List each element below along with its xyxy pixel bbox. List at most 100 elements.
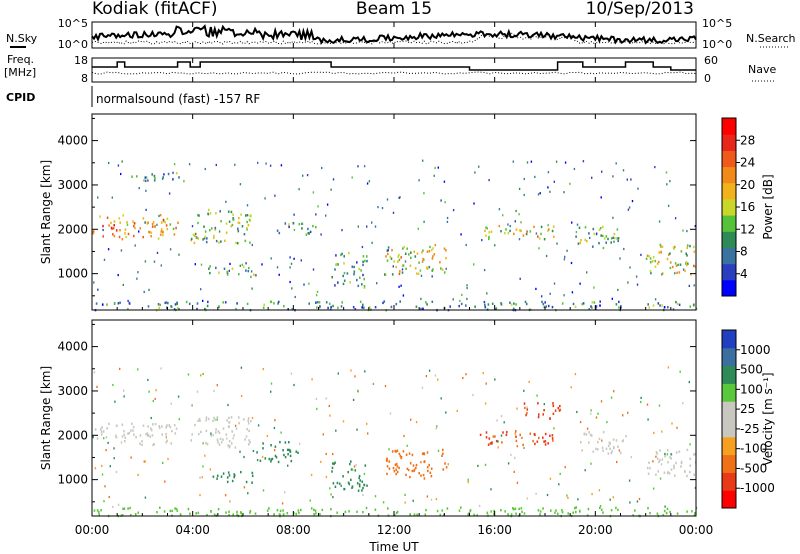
power-echo-region (276, 221, 317, 236)
echo-point (522, 443, 524, 447)
echo-point (583, 433, 586, 436)
echo-point (540, 225, 543, 229)
echo-point (422, 257, 424, 261)
echo-point (114, 434, 117, 437)
power-echo-region (92, 213, 179, 241)
echo-point (605, 447, 608, 450)
echo-point (519, 277, 521, 280)
echo-point (276, 509, 279, 512)
echo-point (571, 221, 573, 224)
echo-point (164, 221, 166, 224)
echo-point (278, 231, 281, 235)
echo-point (362, 260, 364, 263)
echo-point (362, 255, 365, 258)
echo-point (314, 509, 317, 512)
colorbar-cell (722, 118, 736, 135)
echo-point (325, 301, 328, 304)
echo-point (206, 513, 208, 517)
echo-point (351, 176, 353, 179)
echo-point (567, 512, 569, 515)
echo-point (391, 273, 394, 276)
echo-point (235, 241, 237, 245)
echo-point (127, 507, 129, 510)
echo-point (657, 302, 660, 305)
echo-point (102, 430, 105, 433)
echo-point (473, 263, 475, 266)
echo-point (485, 436, 488, 439)
echo-point (445, 257, 447, 260)
echo-point (396, 449, 399, 452)
echo-point (430, 475, 433, 478)
echo-point (137, 473, 139, 476)
echo-point (167, 457, 169, 461)
echo-point (423, 220, 425, 223)
echo-point (363, 306, 365, 309)
echo-point (127, 432, 129, 435)
echo-point (262, 489, 265, 492)
echo-point (572, 302, 575, 306)
echo-point (270, 390, 272, 393)
echo-point (420, 474, 422, 477)
echo-point (419, 269, 422, 272)
echo-point (244, 438, 246, 441)
echo-point (673, 474, 676, 477)
echo-point (133, 433, 135, 436)
echo-point (247, 224, 250, 227)
echo-point (542, 302, 545, 306)
echo-point (395, 462, 398, 466)
echo-point (542, 507, 544, 510)
echo-point (526, 161, 529, 164)
echo-point (124, 228, 127, 231)
echo-point (120, 172, 122, 176)
echo-point (529, 432, 532, 435)
echo-point (105, 449, 107, 452)
echo-point (552, 412, 555, 415)
echo-point (325, 475, 328, 479)
echo-point (628, 206, 631, 209)
echo-point (218, 241, 220, 244)
echo-point (166, 217, 169, 220)
echo-point (618, 237, 620, 240)
echo-point (132, 220, 134, 223)
echo-point (342, 282, 345, 286)
echo-point (113, 457, 115, 460)
echo-point (356, 482, 359, 485)
echo-point (119, 229, 121, 232)
echo-point (490, 510, 493, 513)
echo-point (152, 399, 154, 403)
echo-point (429, 471, 432, 474)
echo-point (222, 427, 225, 430)
echo-point (613, 232, 616, 236)
echo-point (578, 226, 581, 229)
echo-point (214, 418, 216, 421)
echo-point (398, 253, 400, 257)
echo-point (593, 232, 596, 236)
echo-point (165, 426, 167, 429)
echo-point (602, 234, 604, 238)
echo-point (347, 470, 349, 474)
echo-point (523, 193, 525, 197)
echo-point (655, 451, 658, 454)
echo-point (570, 386, 572, 389)
echo-point (162, 231, 164, 234)
echo-point (217, 508, 220, 511)
echo-point (504, 510, 506, 513)
echo-point (245, 269, 247, 272)
echo-point (659, 304, 661, 307)
echo-point (564, 466, 566, 469)
echo-point (526, 408, 529, 411)
echo-point (404, 252, 407, 255)
echo-point (532, 439, 534, 443)
echo-point (515, 439, 518, 443)
colorbar-cell (722, 365, 736, 384)
echo-point (283, 453, 285, 457)
echo-point (537, 415, 540, 419)
echo-point (374, 225, 377, 228)
echo-point (610, 396, 613, 399)
echo-point (165, 301, 167, 304)
echo-point (461, 293, 463, 296)
echo-point (524, 406, 526, 410)
echo-point (693, 473, 695, 476)
echo-point (653, 431, 655, 434)
